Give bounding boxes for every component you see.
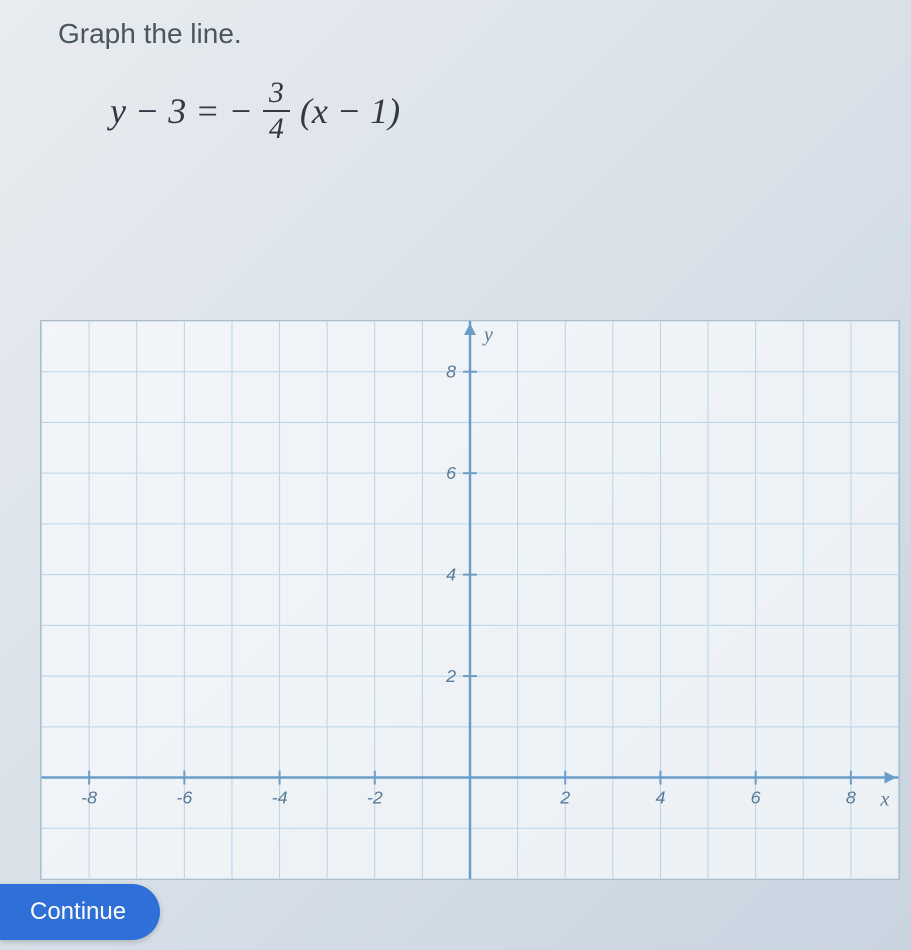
svg-text:-8: -8	[81, 787, 97, 807]
svg-text:-6: -6	[176, 787, 192, 807]
equation-lhs: y − 3 = −	[110, 90, 253, 132]
svg-text:6: 6	[751, 787, 761, 807]
equation-display: y − 3 = − 3 4 (x − 1)	[110, 78, 400, 144]
grid-svg[interactable]: -8 -6 -4 -2 2 4 6 8 2 4 6 8 x y	[41, 321, 899, 879]
svg-text:6: 6	[446, 463, 456, 483]
svg-text:8: 8	[446, 362, 456, 382]
svg-text:-2: -2	[367, 787, 383, 807]
svg-text:y: y	[482, 324, 493, 346]
svg-text:-4: -4	[272, 787, 288, 807]
coordinate-grid[interactable]: -8 -6 -4 -2 2 4 6 8 2 4 6 8 x y	[40, 320, 900, 880]
equation-rhs: (x − 1)	[300, 90, 400, 132]
svg-text:2: 2	[559, 787, 570, 807]
equation-fraction: 3 4	[263, 78, 290, 144]
svg-text:x: x	[880, 788, 890, 810]
prompt-text: Graph the line.	[58, 18, 242, 50]
svg-text:4: 4	[446, 565, 456, 585]
fraction-numerator: 3	[263, 78, 290, 112]
continue-button[interactable]: Continue	[0, 884, 160, 940]
svg-text:8: 8	[846, 787, 856, 807]
fraction-denominator: 4	[263, 112, 290, 144]
svg-text:2: 2	[445, 666, 456, 686]
svg-text:4: 4	[655, 787, 665, 807]
